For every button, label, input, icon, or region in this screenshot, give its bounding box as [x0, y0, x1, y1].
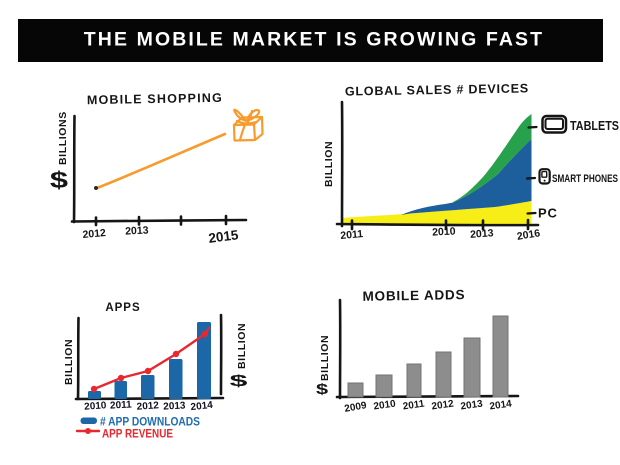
svg-text:2013: 2013	[163, 400, 186, 412]
svg-text:2011: 2011	[340, 228, 364, 242]
svg-text:BILLION: BILLION	[323, 141, 335, 187]
svg-text:2011: 2011	[402, 399, 425, 413]
svg-text:APP REVENUE: APP REVENUE	[102, 429, 173, 441]
svg-text:2014: 2014	[489, 398, 513, 412]
svg-text:TABLETS: TABLETS	[570, 118, 619, 133]
svg-text:2016: 2016	[516, 227, 541, 243]
svg-text:2013: 2013	[460, 398, 484, 412]
svg-text:2010: 2010	[432, 225, 456, 238]
svg-text:2011: 2011	[110, 399, 133, 411]
svg-text:PC: PC	[538, 206, 558, 221]
svg-text:BILLION: BILLION	[63, 339, 75, 385]
svg-text:$: $	[50, 167, 69, 193]
svg-text:2015: 2015	[208, 227, 240, 246]
svg-text:# APP DOWNLOADS: # APP DOWNLOADS	[100, 417, 200, 429]
svg-text:BILLION: BILLION	[319, 335, 331, 381]
svg-text:2009: 2009	[344, 400, 368, 415]
svg-text:APPS: APPS	[105, 302, 140, 314]
svg-text:SMART PHONES: SMART PHONES	[552, 173, 618, 185]
svg-text:MOBILE SHOPPING: MOBILE SHOPPING	[87, 91, 223, 107]
svg-text:2013: 2013	[125, 224, 149, 237]
svg-text:MOBILE ADDS: MOBILE ADDS	[362, 287, 465, 304]
svg-text:2012: 2012	[136, 400, 159, 413]
svg-text:2010: 2010	[373, 398, 397, 412]
svg-text:2012: 2012	[82, 227, 106, 241]
svg-text:$: $	[230, 372, 248, 390]
svg-text:BILLION: BILLION	[236, 323, 248, 369]
svg-text:$: $	[316, 380, 329, 397]
svg-text:BILLIONS: BILLIONS	[57, 111, 69, 165]
svg-text:2014: 2014	[190, 400, 214, 413]
svg-text:THE MOBILE MARKET IS GROWING F: THE MOBILE MARKET IS GROWING FAST	[84, 29, 544, 51]
svg-text:GLOBAL SALES # DEVICES: GLOBAL SALES # DEVICES	[345, 81, 529, 98]
svg-text:2010: 2010	[84, 400, 107, 413]
svg-text:2012: 2012	[431, 398, 455, 412]
svg-text:2013: 2013	[470, 227, 494, 241]
